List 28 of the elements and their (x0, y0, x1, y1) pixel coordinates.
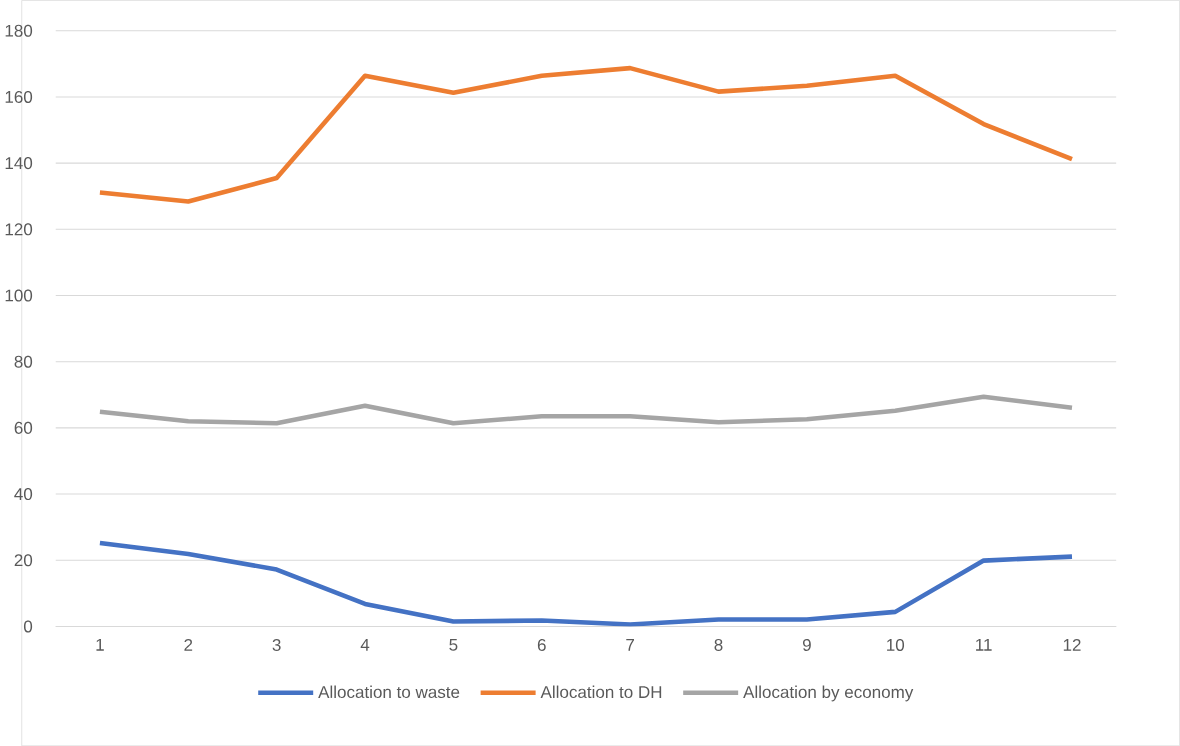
y-tick-label: 40 (14, 487, 33, 500)
x-tick-label: 12 (1063, 638, 1081, 651)
y-tick-label: 80 (14, 355, 33, 368)
y-tick-label: 60 (14, 421, 33, 434)
x-tick-label: 9 (802, 638, 811, 651)
line-series (97, 65, 1075, 204)
y-tick-label: 140 (5, 156, 33, 170)
x-tick-label: 2 (184, 638, 193, 651)
legend-label: Allocation by economy (743, 685, 914, 702)
y-tick-label: 180 (5, 24, 33, 37)
legend-label: Allocation to DH (540, 685, 662, 698)
x-tick-label: 10 (887, 638, 905, 651)
y-tick-label: 0 (23, 620, 33, 633)
x-tick-label: 8 (714, 638, 723, 651)
x-tick-label: 4 (360, 638, 370, 651)
x-tick-label: 11 (976, 638, 992, 651)
y-tick-label: 160 (5, 90, 33, 103)
x-tick-label: 3 (272, 638, 281, 651)
x-tick-label: 7 (626, 638, 635, 651)
line-series (97, 394, 1075, 426)
y-tick-label: 20 (14, 554, 33, 567)
x-tick-label: 5 (449, 638, 458, 651)
x-tick-label: 1 (96, 638, 104, 651)
x-tick-label: 6 (537, 638, 546, 651)
y-tick-label: 120 (5, 223, 33, 236)
y-tick-label: 100 (5, 289, 33, 302)
line-series (97, 540, 1075, 627)
legend-label: Allocation to waste (318, 685, 460, 698)
